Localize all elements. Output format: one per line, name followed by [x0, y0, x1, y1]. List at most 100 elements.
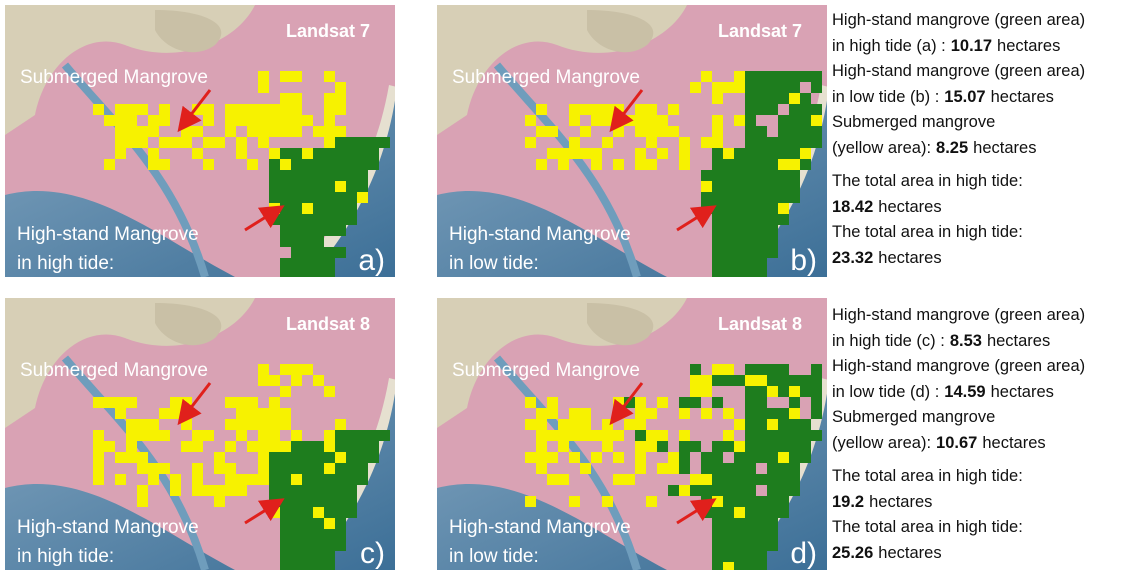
submerged-pixel	[778, 452, 789, 463]
stat-unit: hectares	[869, 493, 932, 511]
mangrove-pixel	[346, 192, 357, 203]
mangrove-pixel	[756, 397, 767, 408]
submerged-pixel	[104, 441, 115, 452]
submerged-pixel	[778, 159, 789, 170]
mangrove-pixel	[745, 474, 756, 485]
mangrove-pixel	[302, 463, 313, 474]
submerged-pixel	[690, 474, 701, 485]
submerged-pixel	[258, 126, 269, 137]
submerged-pixel	[602, 104, 613, 115]
submerged-pixel	[126, 126, 137, 137]
submerged-pixel	[690, 375, 701, 386]
submerged-pixel	[126, 115, 137, 126]
submerged-pixel	[335, 181, 346, 192]
submerged-pixel	[126, 430, 137, 441]
mangrove-pixel	[712, 551, 723, 562]
mangrove-pixel	[811, 375, 822, 386]
stat-unit: hectares	[878, 198, 941, 216]
mangrove-pixel	[324, 540, 335, 551]
mangrove-pixel	[800, 441, 811, 452]
submerged-pixel	[258, 452, 269, 463]
mangrove-pixel	[767, 485, 778, 496]
mangrove-pixel	[800, 452, 811, 463]
mangrove-pixel	[712, 170, 723, 181]
submerged-pixel	[591, 159, 602, 170]
mangrove-pixel	[324, 214, 335, 225]
submerged-pixel	[734, 507, 745, 518]
mangrove-pixel	[734, 258, 745, 269]
mangrove-pixel	[302, 485, 313, 496]
mangrove-pixel	[767, 214, 778, 225]
submerged-pixel	[280, 126, 291, 137]
mangrove-pixel	[745, 518, 756, 529]
mangrove-pixel	[734, 181, 745, 192]
submerged-pixel	[258, 104, 269, 115]
mangrove-pixel	[723, 507, 734, 518]
submerged-pixel	[635, 463, 646, 474]
annotation-top: Submerged Mangrove	[452, 67, 640, 88]
mangrove-pixel	[789, 463, 800, 474]
submerged-pixel	[789, 408, 800, 419]
mangrove-pixel	[269, 463, 280, 474]
mangrove-pixel	[280, 540, 291, 551]
mangrove-pixel	[734, 529, 745, 540]
submerged-pixel	[591, 452, 602, 463]
submerged-pixel	[170, 485, 181, 496]
mangrove-pixel	[723, 463, 734, 474]
mangrove-pixel	[357, 430, 368, 441]
mangrove-pixel	[767, 474, 778, 485]
mangrove-pixel	[756, 430, 767, 441]
mangrove-pixel	[800, 419, 811, 430]
mangrove-pixel	[324, 258, 335, 269]
mangrove-pixel	[767, 82, 778, 93]
mangrove-pixel	[778, 408, 789, 419]
mangrove-pixel	[778, 375, 789, 386]
submerged-pixel	[624, 419, 635, 430]
map-panel: Landsat 8Submerged MangroveHigh-stand Ma…	[5, 298, 397, 573]
mangrove-pixel	[745, 115, 756, 126]
mangrove-pixel	[701, 463, 712, 474]
submerged-pixel	[148, 148, 159, 159]
submerged-pixel	[148, 159, 159, 170]
submerged-pixel	[324, 386, 335, 397]
stat-value: 10.17	[951, 37, 992, 55]
mangrove-pixel	[778, 93, 789, 104]
stat-line: The total area in high tide:	[832, 515, 1085, 541]
mangrove-pixel	[379, 137, 390, 148]
mangrove-pixel	[789, 441, 800, 452]
mangrove-pixel	[302, 441, 313, 452]
mangrove-pixel	[756, 181, 767, 192]
mangrove-pixel	[723, 203, 734, 214]
submerged-pixel	[734, 441, 745, 452]
mangrove-pixel	[756, 137, 767, 148]
stat-text: The total area in high tide:	[832, 223, 1023, 241]
submerged-pixel	[756, 375, 767, 386]
figure: Landsat 7Submerged MangroveHigh-stand Ma…	[0, 0, 1137, 575]
submerged-pixel	[679, 441, 690, 452]
submerged-pixel	[734, 71, 745, 82]
submerged-pixel	[137, 496, 148, 507]
submerged-pixel	[602, 115, 613, 126]
submerged-pixel	[635, 441, 646, 452]
mangrove-pixel	[767, 364, 778, 375]
mangrove-pixel	[269, 159, 280, 170]
mangrove-pixel	[302, 247, 313, 258]
submerged-pixel	[569, 430, 580, 441]
submerged-pixel	[324, 137, 335, 148]
mangrove-pixel	[368, 452, 379, 463]
mangrove-pixel	[767, 452, 778, 463]
submerged-pixel	[280, 159, 291, 170]
submerged-pixel	[547, 430, 558, 441]
submerged-pixel	[93, 441, 104, 452]
submerged-pixel	[646, 430, 657, 441]
panel-label: c)	[360, 537, 385, 570]
submerged-pixel	[569, 496, 580, 507]
submerged-pixel	[324, 463, 335, 474]
mangrove-pixel	[756, 159, 767, 170]
submerged-pixel	[712, 82, 723, 93]
mangrove-pixel	[313, 485, 324, 496]
submerged-pixel	[126, 397, 137, 408]
submerged-pixel	[657, 397, 668, 408]
annotation-bottom: High-stand Mangrove	[449, 517, 631, 538]
gap	[832, 161, 1085, 169]
